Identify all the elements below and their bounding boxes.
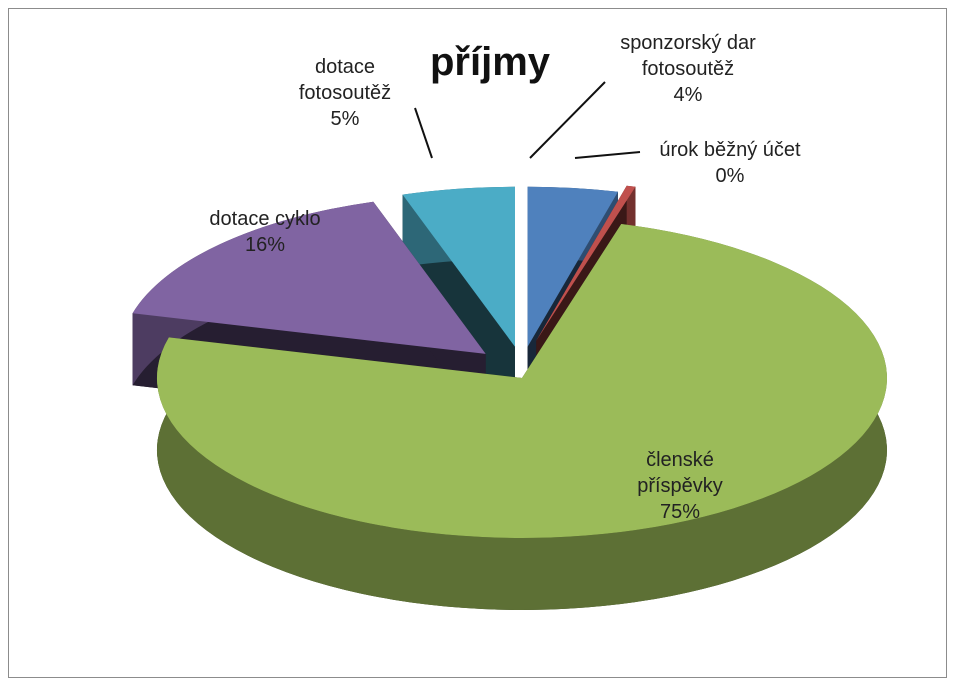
- category-label: sponzorský dar fotosoutěž: [620, 32, 756, 80]
- category-label: dotace fotosoutěž: [298, 56, 392, 104]
- chart-title: příjmy: [429, 40, 551, 84]
- slice: [132, 201, 486, 354]
- value-label: 75%: [659, 501, 701, 523]
- value-label: 5%: [330, 108, 360, 130]
- slice: [536, 185, 636, 341]
- category-label: dotace cyklo: [209, 208, 321, 230]
- chart-frame: [8, 8, 947, 678]
- leader-line: [529, 81, 606, 159]
- value-label: 0%: [715, 165, 745, 187]
- value-label: 4%: [673, 84, 703, 106]
- slice-tops: [132, 185, 887, 538]
- leader-line: [574, 151, 641, 159]
- category-label: úrok běžný účet: [659, 139, 801, 161]
- leader-line: [414, 107, 433, 159]
- slice: [402, 186, 515, 347]
- slice: [527, 186, 618, 347]
- slice: [156, 224, 887, 538]
- value-label: 16%: [244, 234, 286, 256]
- category-label: členské příspěvky: [637, 449, 723, 497]
